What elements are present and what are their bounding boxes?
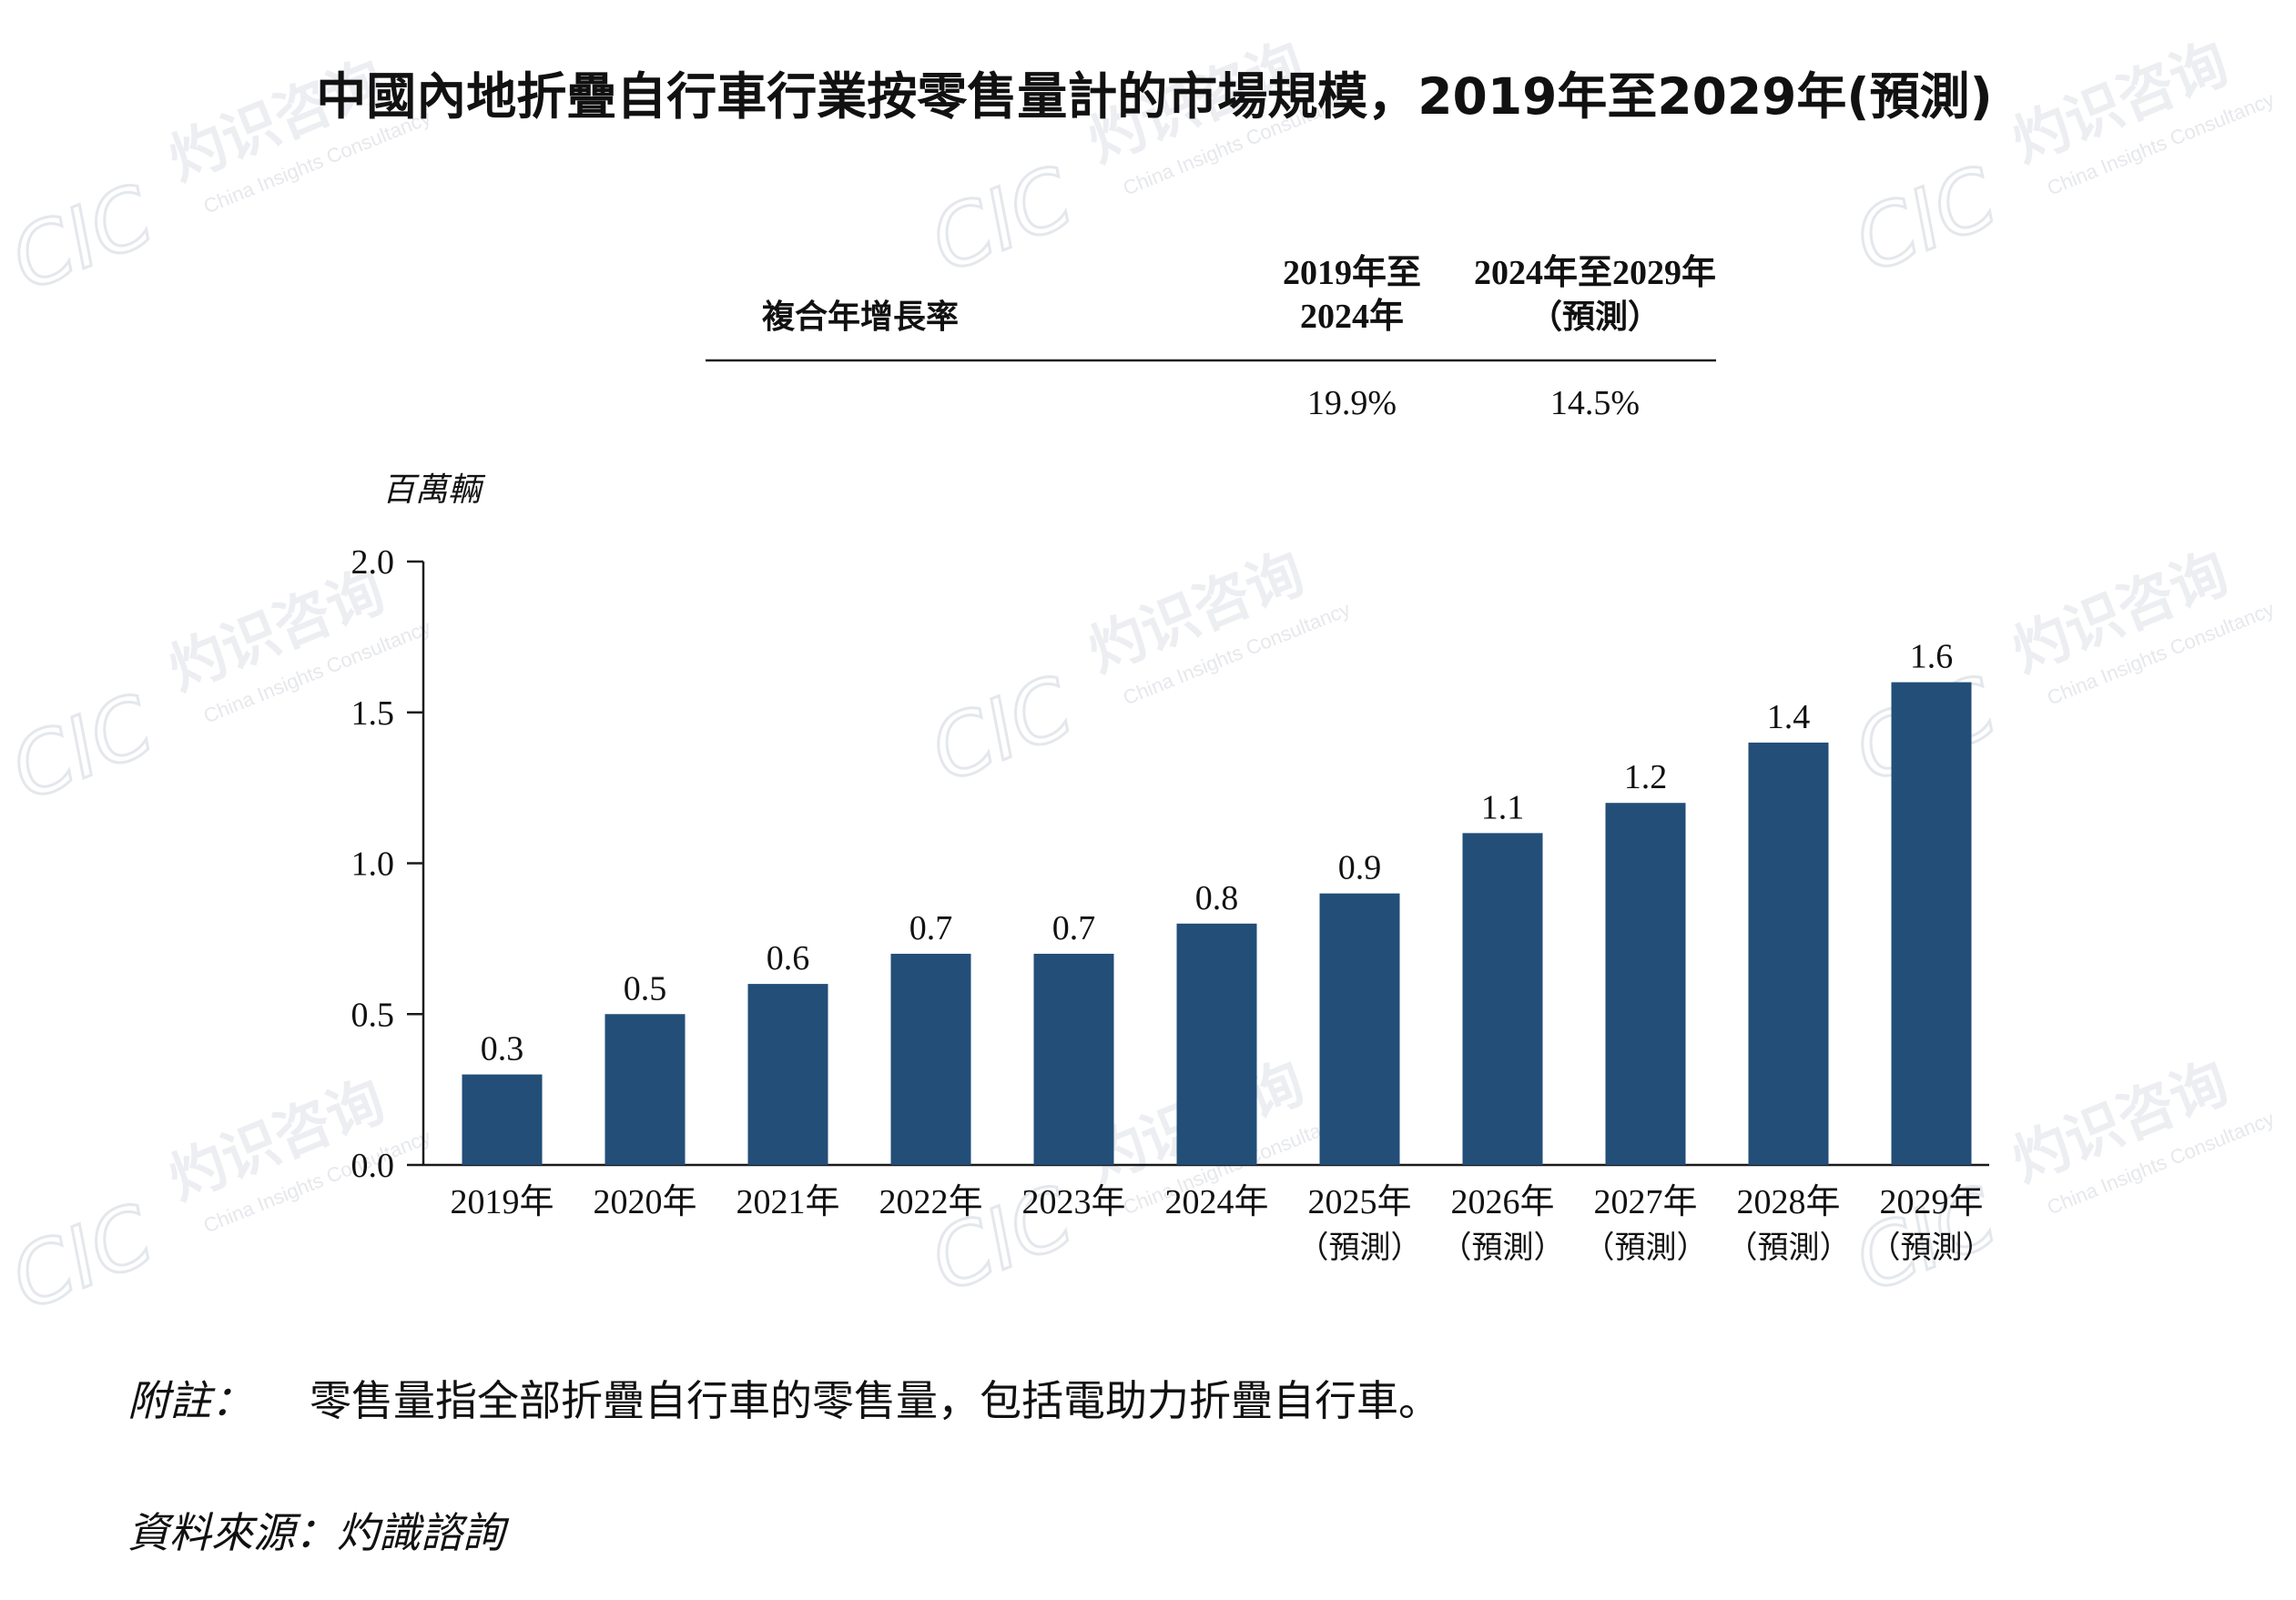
cagr-row-label: 複合年增長率 <box>762 299 959 336</box>
bar-data-label: 1.2 <box>1624 758 1668 796</box>
cagr-col1-header-line1: 2019年至 <box>1283 254 1421 292</box>
bar <box>1319 893 1400 1165</box>
watermark-logo: CIC <box>918 658 1085 802</box>
watermark-logo: CIC <box>0 676 167 820</box>
bar <box>604 1014 686 1165</box>
bar <box>1605 803 1686 1165</box>
bar-data-label: 0.3 <box>481 1030 524 1068</box>
cagr-col1-header-line2: 2024年 <box>1300 298 1404 336</box>
bar <box>1176 923 1257 1165</box>
y-axis-unit-label: 百萬輛 <box>382 471 486 509</box>
chart-title: 中國內地折疊自行車行業按零售量計的市場規模，2019年至2029年(預測) <box>316 67 1992 126</box>
plot-area: 0.0 0.5 1.0 1.5 2.0 0.3 2019年 0.5 2020年 0.6 2021年 0… <box>351 543 1994 1266</box>
y-tick-label: 1.0 <box>351 846 395 884</box>
x-tick-label: 2019年 <box>450 1183 554 1221</box>
note-text: 零售量指全部折疊自行車的零售量，包括電助力折疊自行車。 <box>310 1376 1440 1425</box>
bar <box>890 953 971 1165</box>
cagr-col1-value: 19.9% <box>1307 384 1397 422</box>
bar-data-label: 1.6 <box>1910 638 1954 676</box>
bar <box>1462 833 1543 1165</box>
cagr-col2-header-line2: （預測） <box>1529 299 1661 336</box>
watermark-logo: CIC <box>0 1186 167 1330</box>
y-tick-label: 0.5 <box>351 996 395 1034</box>
x-tick-label: 2027年 <box>1593 1183 1697 1221</box>
x-tick-label: 2026年 <box>1450 1183 1554 1221</box>
bar-data-label: 0.6 <box>767 939 810 977</box>
bar <box>462 1074 543 1165</box>
watermark-logo: CIC <box>0 167 167 310</box>
x-tick-sublabel: （預測） <box>1727 1230 1851 1266</box>
bar-data-label: 0.7 <box>1052 909 1096 947</box>
y-tick-label: 2.0 <box>351 543 395 582</box>
bar <box>1033 953 1114 1165</box>
cagr-table: 複合年增長率 2019年至 2024年 2024年至2029年 （預測） 19.… <box>706 254 1716 422</box>
bar-data-label: 0.9 <box>1338 849 1382 887</box>
x-tick-label: 2028年 <box>1736 1183 1840 1221</box>
cagr-col2-value: 14.5% <box>1550 384 1640 422</box>
x-tick-label: 2029年 <box>1879 1183 1983 1221</box>
x-tick-label: 2022年 <box>879 1183 982 1221</box>
bar-data-label: 1.1 <box>1481 788 1525 826</box>
note-label: 附註： <box>127 1376 253 1425</box>
bar <box>1891 682 1972 1165</box>
bar-data-label: 0.7 <box>909 909 953 947</box>
x-tick-sublabel: （預測） <box>1870 1230 1994 1266</box>
watermark-logo: CIC <box>1842 148 2009 292</box>
x-tick-label: 2025年 <box>1307 1183 1411 1221</box>
bar-data-label: 0.8 <box>1195 879 1239 917</box>
source-text: 資料來源：灼識諮詢 <box>127 1508 510 1557</box>
bar <box>1748 742 1829 1165</box>
x-tick-label: 2023年 <box>1021 1183 1125 1221</box>
x-tick-sublabel: （預測） <box>1298 1230 1422 1266</box>
x-tick-label: 2021年 <box>736 1183 839 1221</box>
bar <box>747 984 828 1165</box>
x-tick-sublabel: （預測） <box>1441 1230 1565 1266</box>
y-tick-label: 1.5 <box>351 694 395 733</box>
y-tick-label: 0.0 <box>351 1147 395 1185</box>
x-tick-sublabel: （預測） <box>1584 1230 1708 1266</box>
cagr-col2-header-line1: 2024年至2029年 <box>1474 254 1716 292</box>
watermark-logo: CIC <box>918 148 1085 292</box>
bar-data-label: 1.4 <box>1767 698 1811 736</box>
x-tick-label: 2024年 <box>1164 1183 1268 1221</box>
bar-data-label: 0.5 <box>624 969 667 1008</box>
x-tick-label: 2020年 <box>593 1183 696 1221</box>
